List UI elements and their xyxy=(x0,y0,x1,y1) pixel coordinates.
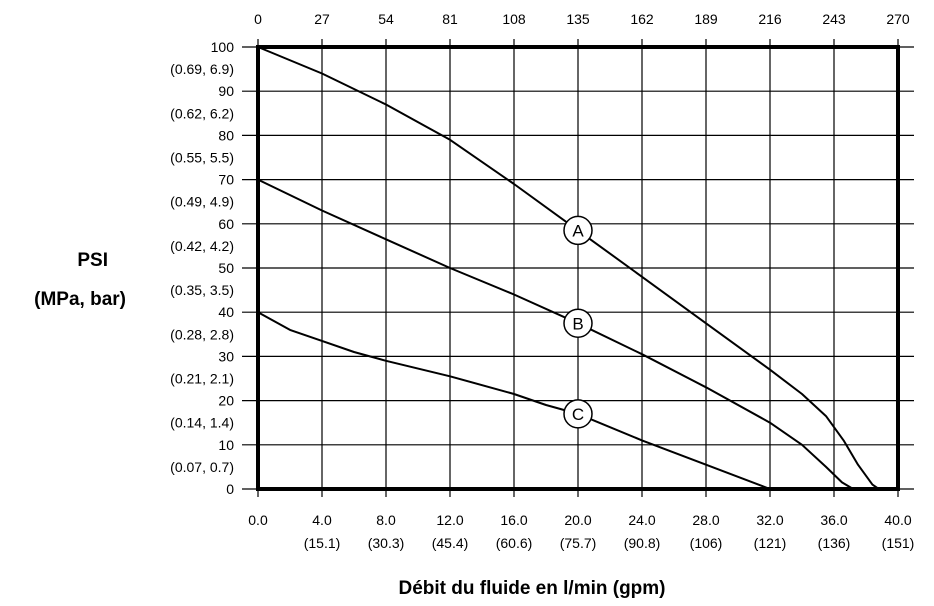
curve-label-circle xyxy=(563,215,593,246)
x-tick-sublabel: (151) xyxy=(882,535,915,551)
x-tick-sublabel: (75.7) xyxy=(560,535,597,551)
y-axis-subtitle: (MPa, bar) xyxy=(34,289,126,310)
x-tick-sublabel: (30.3) xyxy=(368,535,405,551)
y-tick-sublabel: (0.42, 4.2) xyxy=(170,238,234,254)
top-tick-label: 108 xyxy=(502,11,526,27)
x-tick-label: 20.0 xyxy=(564,512,591,528)
x-tick-label: 8.0 xyxy=(376,512,396,528)
curve-label-text: C xyxy=(572,405,584,424)
curve-label-circle xyxy=(563,308,593,338)
curve-label-text: B xyxy=(572,314,583,333)
top-tick-label: 0 xyxy=(254,11,262,27)
plot-border xyxy=(256,45,900,491)
curve-label-circle xyxy=(563,399,593,429)
y-tick-label: 10 xyxy=(218,437,234,453)
y-tick-label: 40 xyxy=(218,304,234,320)
y-tick-sublabel: (0.28, 2.8) xyxy=(170,326,234,342)
x-tick-sublabel: (136) xyxy=(818,535,851,551)
plot-frame xyxy=(256,45,900,491)
y-tick-label: 90 xyxy=(218,83,234,99)
y-tick-label: 70 xyxy=(218,172,234,188)
curve-labels: A B C xyxy=(563,215,593,429)
y-tick-sublabel: (0.69, 6.9) xyxy=(170,61,234,77)
y-tick-label: 100 xyxy=(211,39,235,55)
x-tick-label: 4.0 xyxy=(312,512,332,528)
x-tick-label: 40.0 xyxy=(884,512,911,528)
x-tick-label: 12.0 xyxy=(436,512,463,528)
curves xyxy=(257,46,880,490)
x-axis-title: Débit du fluide en l/min (gpm) xyxy=(398,578,665,599)
tick-labels: 0 0.0 27 4.0 (15.1) 54 8.0 (30.3) 81 12.0 (45.4) 10… xyxy=(170,11,914,551)
top-tick-label: 189 xyxy=(694,11,718,27)
y-tick-sublabel: (0.21, 2.1) xyxy=(170,371,234,387)
curve-b xyxy=(257,178,854,490)
y-tick-label: 0 xyxy=(226,481,234,497)
top-tick-label: 243 xyxy=(822,11,846,27)
x-tick-sublabel: (45.4) xyxy=(432,535,469,551)
x-tick-sublabel: (121) xyxy=(754,535,787,551)
y-tick-label: 50 xyxy=(218,260,234,276)
y-tick-sublabel: (0.55, 5.5) xyxy=(170,150,234,166)
y-tick-label: 30 xyxy=(218,348,234,364)
curve-label-text: A xyxy=(572,221,584,240)
y-axis-title: PSI xyxy=(77,250,108,271)
y-tick-label: 80 xyxy=(218,127,234,143)
x-tick-label: 36.0 xyxy=(820,512,847,528)
top-tick-label: 27 xyxy=(314,11,330,27)
x-tick-label: 16.0 xyxy=(500,512,527,528)
curve-c xyxy=(257,311,771,490)
x-tick-label: 0.0 xyxy=(248,512,268,528)
top-tick-label: 270 xyxy=(886,11,910,27)
x-tick-label: 32.0 xyxy=(756,512,783,528)
top-tick-label: 216 xyxy=(758,11,782,27)
y-tick-sublabel: (0.35, 3.5) xyxy=(170,282,234,298)
top-tick-label: 81 xyxy=(442,11,458,27)
x-tick-label: 28.0 xyxy=(692,512,719,528)
curve-a xyxy=(257,46,880,490)
top-tick-label: 54 xyxy=(378,11,394,27)
x-tick-sublabel: (90.8) xyxy=(624,535,661,551)
x-tick-sublabel: (106) xyxy=(690,535,723,551)
y-tick-sublabel: (0.62, 6.2) xyxy=(170,105,234,121)
top-tick-label: 162 xyxy=(630,11,654,27)
y-tick-sublabel: (0.14, 1.4) xyxy=(170,415,234,431)
y-tick-label: 60 xyxy=(218,216,234,232)
x-tick-label: 24.0 xyxy=(628,512,655,528)
y-tick-sublabel: (0.07, 0.7) xyxy=(170,459,234,475)
x-tick-sublabel: (60.6) xyxy=(496,535,533,551)
y-tick-label: 20 xyxy=(218,393,234,409)
x-tick-sublabel: (15.1) xyxy=(304,535,341,551)
top-tick-label: 135 xyxy=(566,11,590,27)
y-tick-sublabel: (0.49, 4.9) xyxy=(170,194,234,210)
